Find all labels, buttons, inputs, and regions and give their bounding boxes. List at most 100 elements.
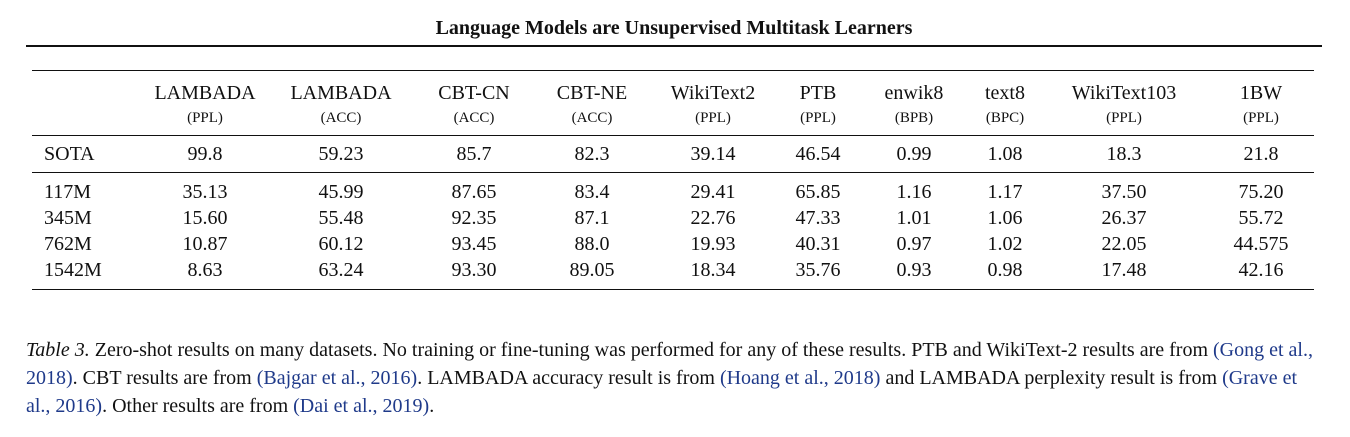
row-label: 762M: [44, 233, 92, 255]
table-row: 762M 10.87 60.12 93.45 88.0 19.93 40.31 …: [32, 231, 1314, 257]
table-cell: 1.17: [987, 181, 1023, 203]
table-cell: 40.31: [795, 233, 841, 255]
table-cell: 18.3: [1040, 135, 1208, 173]
col-header-name: CBT-CN: [438, 82, 510, 104]
column-header-row: LAMBADA LAMBADA CBT-CN CBT-NE WikiText2 …: [32, 79, 1314, 107]
table-cell: 93.30: [412, 257, 536, 290]
table-cell: 59.23: [270, 135, 412, 173]
table-cell: 26.37: [1101, 207, 1147, 229]
table-cell: 10.87: [182, 233, 228, 255]
table-cell: 22.05: [1101, 233, 1147, 255]
table-cell: 22.76: [690, 207, 736, 229]
table-cell: 83.4: [574, 181, 610, 203]
table-cell: 99.8: [140, 135, 270, 173]
row-label: SOTA: [32, 135, 140, 173]
table-cell: 37.50: [1101, 181, 1147, 203]
col-header-unit: (PPL): [778, 107, 858, 136]
table-cell: 88.0: [574, 233, 610, 255]
col-header-name: WikiText103: [1071, 82, 1177, 104]
table-cell: 55.72: [1238, 207, 1284, 229]
table-cell: 65.85: [795, 181, 841, 203]
table-cell: 46.54: [778, 135, 858, 173]
table-cell: 45.99: [318, 181, 364, 203]
col-header-name: text8: [985, 82, 1025, 104]
col-header-unit: (BPB): [858, 107, 970, 136]
table-cell: 60.12: [318, 233, 364, 255]
caption-label: Table 3.: [26, 339, 90, 361]
caption-text: . Other results are from: [102, 395, 294, 417]
column-unit-row: (PPL) (ACC) (ACC) (ACC) (PPL) (PPL) (BPB…: [32, 107, 1314, 136]
results-table-container: LAMBADA LAMBADA CBT-CN CBT-NE WikiText2 …: [32, 70, 1314, 290]
table-cell: 42.16: [1208, 257, 1314, 290]
table-cell: 85.7: [412, 135, 536, 173]
table-cell: 35.13: [182, 181, 228, 203]
table-row: 1542M 8.63 63.24 93.30 89.05 18.34 35.76…: [32, 257, 1314, 290]
table-row: 117M 35.13 45.99 87.65 83.4 29.41 65.85 …: [32, 173, 1314, 206]
col-header-unit: (ACC): [412, 107, 536, 136]
caption-text: . LAMBADA accuracy result is from: [417, 367, 720, 389]
table-cell: 87.1: [574, 207, 610, 229]
table-caption: Table 3. Zero-shot results on many datas…: [26, 336, 1326, 420]
table-cell: 89.05: [536, 257, 648, 290]
col-header-unit: (ACC): [536, 107, 648, 136]
citation-link[interactable]: (Dai et al., 2019): [293, 395, 430, 417]
table-cell: 0.98: [970, 257, 1040, 290]
col-header-name: 1BW: [1239, 82, 1283, 104]
col-header-unit: (PPL): [648, 107, 778, 136]
table-cell: 21.8: [1208, 135, 1314, 173]
row-label: 117M: [44, 181, 92, 203]
col-header-name: PTB: [799, 82, 837, 104]
sota-section: SOTA 99.8 59.23 85.7 82.3 39.14 46.54 0.…: [32, 135, 1314, 173]
col-header-name: CBT-NE: [556, 82, 628, 104]
row-label: 1542M: [32, 257, 140, 290]
table-cell: 0.97: [896, 233, 932, 255]
table-cell: 0.99: [858, 135, 970, 173]
citation-link[interactable]: (Hoang et al., 2018): [719, 367, 881, 389]
table-row-sota: SOTA 99.8 59.23 85.7 82.3 39.14 46.54 0.…: [32, 135, 1314, 173]
caption-text: Zero-shot results on many datasets. No t…: [89, 339, 1213, 361]
table-cell: 8.63: [140, 257, 270, 290]
page-header-title: Language Models are Unsupervised Multita…: [435, 17, 913, 39]
table-cell: 18.34: [648, 257, 778, 290]
table-cell: 1.01: [896, 207, 932, 229]
caption-text: . CBT results are from: [72, 367, 257, 389]
table-cell: 15.60: [182, 207, 228, 229]
table-cell: 55.48: [318, 207, 364, 229]
table-top-rule: [32, 70, 1314, 79]
col-header-name: LAMBADA: [154, 82, 256, 104]
citation-link[interactable]: (Gong et al., 2018): [26, 339, 1313, 389]
citation-link[interactable]: (Grave et al., 2016): [26, 367, 1298, 417]
table-cell: 82.3: [536, 135, 648, 173]
citation-link[interactable]: (Bajgar et al., 2016): [256, 367, 418, 389]
table-cell: 0.93: [858, 257, 970, 290]
table-cell: 35.76: [778, 257, 858, 290]
table-cell: 39.14: [648, 135, 778, 173]
table-cell: 92.35: [451, 207, 497, 229]
table-cell: 29.41: [690, 181, 736, 203]
header-rule: [26, 45, 1322, 47]
col-header-unit: (PPL): [1040, 107, 1208, 136]
table-cell: 63.24: [270, 257, 412, 290]
table-cell: 1.16: [896, 181, 932, 203]
table-cell: 87.65: [451, 181, 497, 203]
col-header-name: enwik8: [884, 82, 944, 104]
table-cell: 1.02: [987, 233, 1023, 255]
table-cell: 1.06: [987, 207, 1023, 229]
col-header-name: LAMBADA: [290, 82, 392, 104]
results-table: LAMBADA LAMBADA CBT-CN CBT-NE WikiText2 …: [32, 70, 1314, 290]
col-header-unit: (BPC): [970, 107, 1040, 136]
col-header-unit: (ACC): [270, 107, 412, 136]
corner-cell: [32, 79, 140, 107]
col-header-name: WikiText2: [670, 82, 756, 104]
table-cell: 47.33: [795, 207, 841, 229]
model-rows-section: 117M 35.13 45.99 87.65 83.4 29.41 65.85 …: [32, 173, 1314, 290]
table-cell: 75.20: [1238, 181, 1284, 203]
table-row: 345M 15.60 55.48 92.35 87.1 22.76 47.33 …: [32, 205, 1314, 231]
table-cell: 1.08: [970, 135, 1040, 173]
caption-text: and LAMBADA perplexity result is from: [880, 367, 1223, 389]
row-label: 345M: [44, 207, 92, 229]
col-header-unit: (PPL): [140, 107, 270, 136]
corner-cell: [32, 107, 140, 136]
table-cell: 19.93: [690, 233, 736, 255]
table-cell: 93.45: [451, 233, 497, 255]
